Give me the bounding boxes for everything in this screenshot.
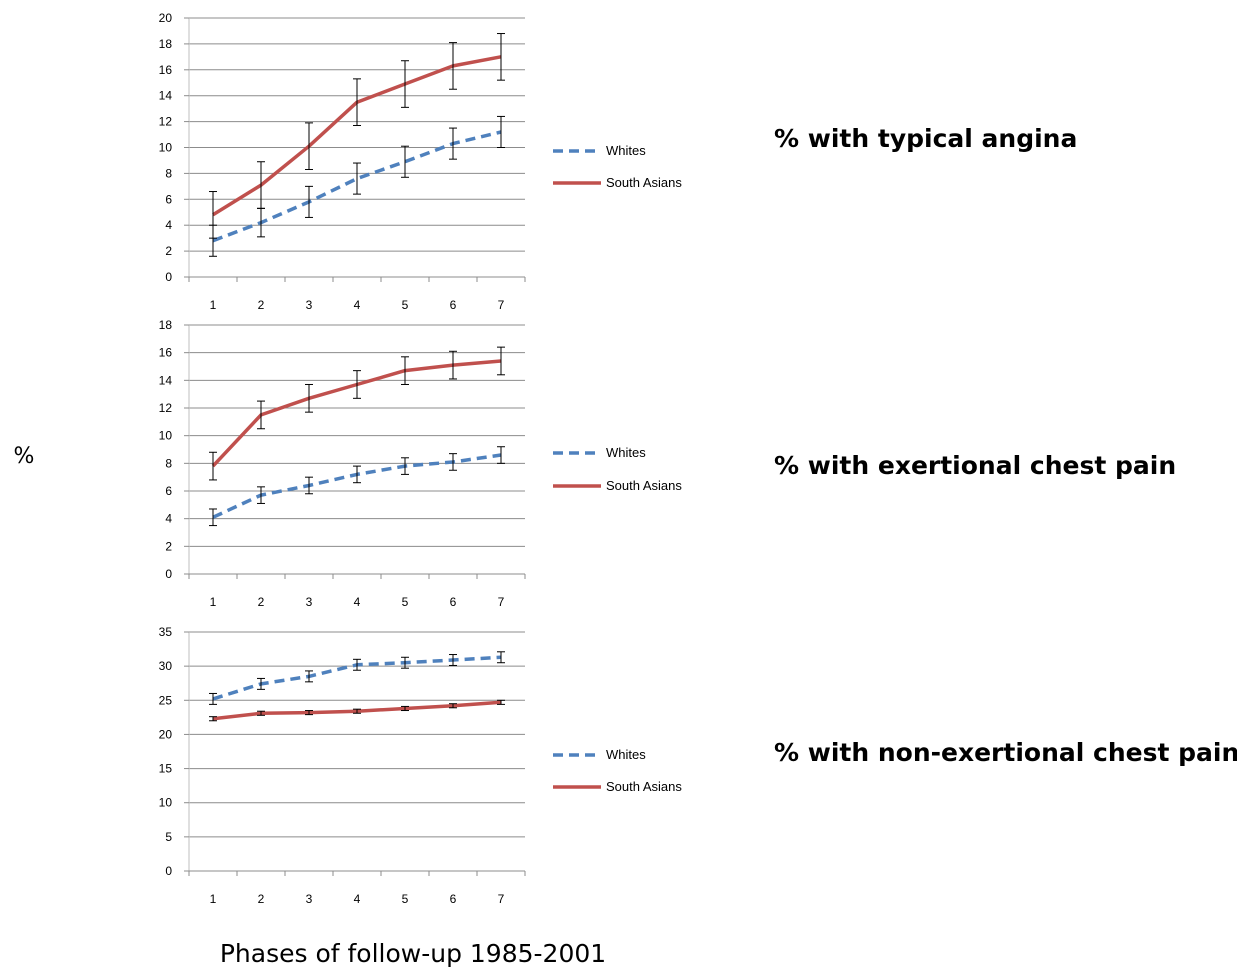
y-tick-label: 10 (159, 429, 173, 443)
legend-label-whites: Whites (606, 747, 646, 762)
x-tick-label: 5 (402, 892, 409, 906)
x-tick-label: 2 (258, 298, 265, 312)
y-tick-label: 15 (159, 762, 173, 776)
x-tick-label: 5 (402, 595, 409, 609)
panel-title: % with exertional chest pain (774, 451, 1176, 480)
x-tick-label: 1 (210, 595, 217, 609)
x-tick-label: 3 (306, 298, 313, 312)
x-tick-label: 7 (498, 892, 505, 906)
y-tick-label: 10 (159, 796, 173, 810)
y-tick-label: 14 (159, 89, 173, 103)
legend: Whites South Asians (553, 747, 682, 794)
y-tick-label: 0 (165, 864, 172, 878)
x-tick-label: 2 (258, 595, 265, 609)
y-tick-label: 8 (165, 456, 172, 470)
legend-label-whites: Whites (606, 445, 646, 460)
legend-label-south-asians: South Asians (606, 175, 682, 190)
y-tick-label: 30 (159, 659, 173, 673)
legend-label-whites: Whites (606, 143, 646, 158)
x-tick-label: 4 (354, 595, 361, 609)
y-tick-label: 0 (165, 270, 172, 284)
y-tick-label: 14 (159, 373, 173, 387)
y-tick-label: 8 (165, 166, 172, 180)
x-tick-label: 1 (210, 892, 217, 906)
y-tick-label: 16 (159, 63, 173, 77)
y-tick-label: 12 (159, 115, 173, 129)
panel-non-exertional-chest-pain: 0 5 10 15 20 25 30 35 1 2 3 4 5 6 7 Whites South Asian… (159, 625, 1237, 906)
x-tick-label: 3 (306, 595, 313, 609)
y-tick-label: 25 (159, 693, 173, 707)
x-tick-label: 7 (498, 298, 505, 312)
y-tick-label: 5 (165, 830, 172, 844)
y-tick-label: 12 (159, 401, 173, 415)
y-tick-label: 16 (159, 346, 173, 360)
legend: Whites South Asians (553, 143, 682, 190)
x-tick-label: 3 (306, 892, 313, 906)
y-tick-label: 4 (165, 512, 172, 526)
legend-label-south-asians: South Asians (606, 478, 682, 493)
plot-area: 0 5 10 15 20 25 30 35 1 2 3 4 5 6 7 (159, 625, 526, 906)
y-axis-label: % (14, 444, 35, 469)
x-tick-label: 6 (450, 595, 457, 609)
legend: Whites South Asians (553, 445, 682, 493)
series-line-whites (212, 453, 502, 519)
x-tick-label: 2 (258, 892, 265, 906)
x-tick-label: 6 (450, 298, 457, 312)
y-tick-label: 6 (165, 484, 172, 498)
y-tick-label: 2 (165, 244, 172, 258)
x-tick-label: 7 (498, 595, 505, 609)
panel-title: % with typical angina (774, 124, 1077, 153)
y-tick-label: 6 (165, 192, 172, 206)
y-tick-label: 20 (159, 11, 173, 25)
x-tick-label: 4 (354, 298, 361, 312)
y-tick-label: 4 (165, 218, 172, 232)
y-tick-label: 18 (159, 318, 173, 332)
y-tick-label: 0 (165, 567, 172, 581)
x-tick-label: 5 (402, 298, 409, 312)
y-tick-label: 2 (165, 539, 172, 553)
y-tick-label: 20 (159, 727, 173, 741)
x-tick-label: 6 (450, 892, 457, 906)
y-tick-label: 35 (159, 625, 173, 639)
x-tick-label: 1 (210, 298, 217, 312)
x-axis-label: Phases of follow-up 1985-2001 (220, 939, 606, 968)
y-tick-label: 18 (159, 37, 173, 51)
legend-label-south-asians: South Asians (606, 779, 682, 794)
panel-title: % with non-exertional chest pain (774, 738, 1237, 767)
x-tick-label: 4 (354, 892, 361, 906)
y-tick-label: 10 (159, 141, 173, 155)
